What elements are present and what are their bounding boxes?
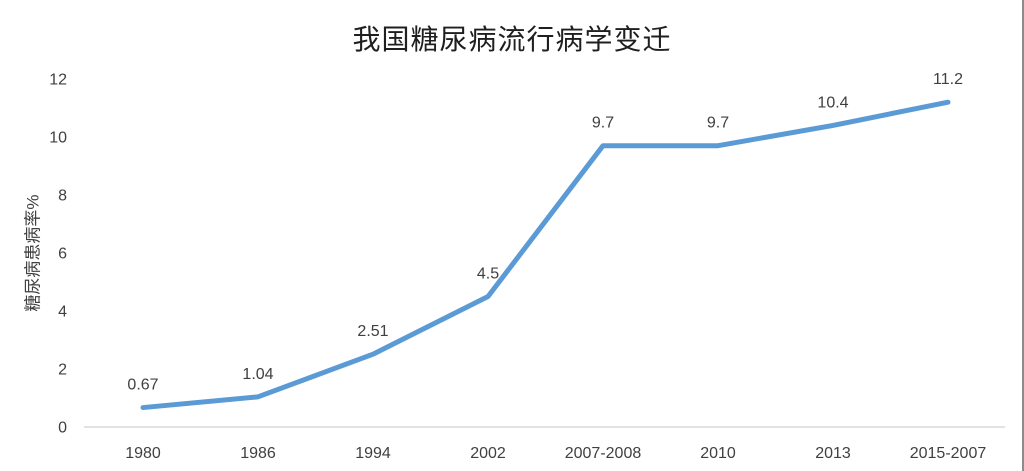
x-tick-label: 2002 bbox=[470, 445, 506, 462]
image-right-border-line bbox=[1022, 0, 1024, 471]
y-tick-label: 0 bbox=[58, 420, 67, 437]
data-point-label: 1.04 bbox=[242, 366, 273, 383]
data-point-label: 10.4 bbox=[817, 94, 848, 111]
x-tick-label: 1980 bbox=[125, 445, 161, 462]
y-tick-label: 2 bbox=[58, 362, 67, 379]
y-tick-label: 12 bbox=[49, 72, 67, 89]
data-point-label: 4.5 bbox=[477, 266, 499, 283]
data-point-label: 11.2 bbox=[933, 71, 963, 88]
x-tick-label: 1986 bbox=[240, 445, 276, 462]
y-tick-label: 10 bbox=[49, 130, 67, 147]
data-point-label: 0.67 bbox=[127, 377, 158, 394]
y-tick-label: 6 bbox=[58, 246, 67, 263]
data-series-line bbox=[140, 99, 951, 411]
data-point-label: 9.7 bbox=[592, 115, 614, 132]
y-tick-label: 8 bbox=[58, 188, 67, 205]
y-tick-label: 4 bbox=[58, 304, 67, 321]
x-tick-label: 1994 bbox=[355, 445, 391, 462]
data-point-label: 2.51 bbox=[357, 323, 388, 340]
x-tick-label: 2015-2007 bbox=[910, 445, 987, 462]
x-tick-label: 2013 bbox=[815, 445, 851, 462]
data-point-label: 9.7 bbox=[707, 115, 729, 132]
x-tick-label: 2007-2008 bbox=[565, 445, 642, 462]
chart-title: 我国糖尿病流行病学变迁 bbox=[352, 24, 672, 55]
x-tick-label: 2010 bbox=[700, 445, 736, 462]
